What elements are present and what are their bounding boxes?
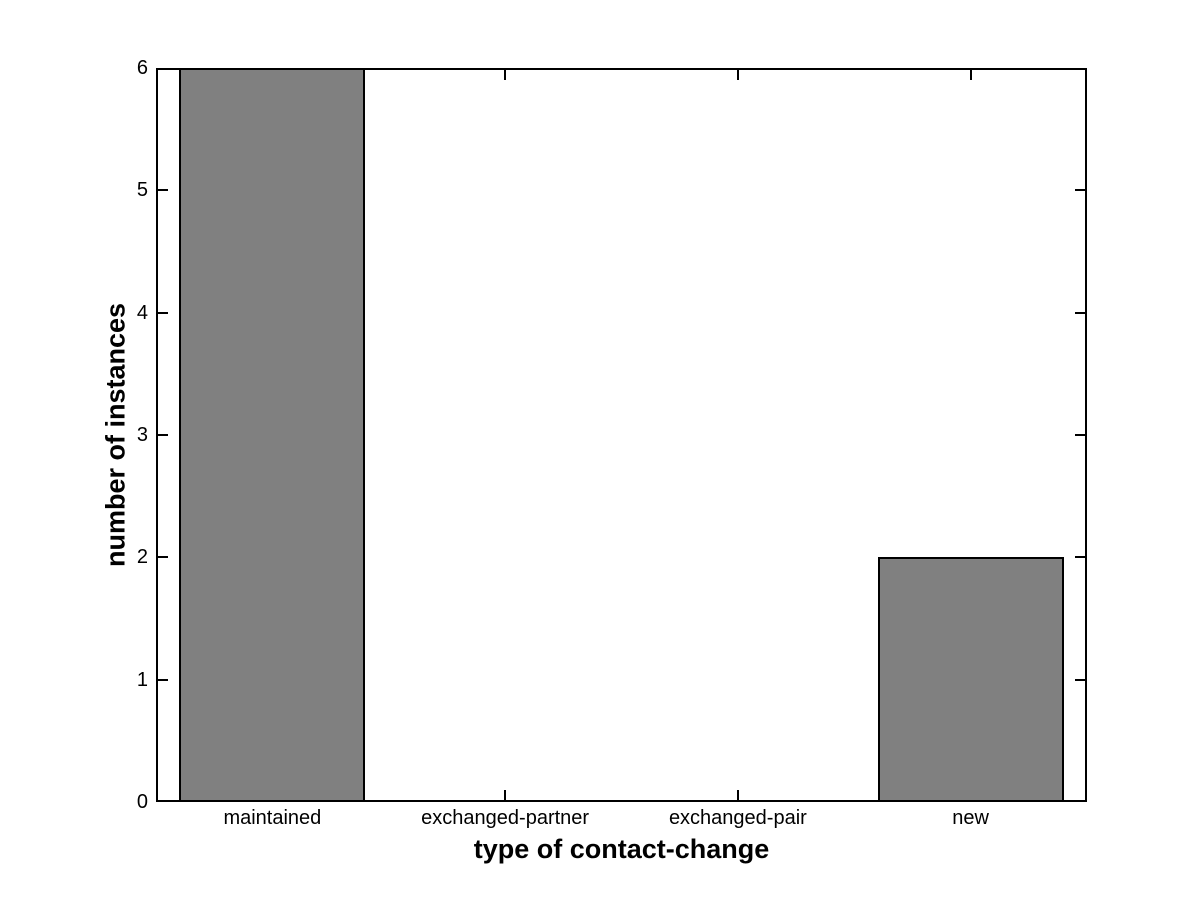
x-tick-label: new (952, 807, 989, 829)
y-tick-right (1075, 311, 1087, 314)
x-tick-top (736, 68, 739, 80)
y-tick-left (156, 556, 168, 559)
x-tick-bottom (736, 790, 739, 802)
x-tick-bottom (504, 790, 507, 802)
y-tick-left (156, 678, 168, 681)
y-tick-label: 3 (136, 424, 148, 446)
x-tick-label: maintained (223, 807, 322, 829)
y-tick-label: 5 (136, 179, 148, 202)
x-axis-label: type of contact-change (473, 834, 770, 864)
y-tick-label: 6 (136, 57, 148, 79)
y-tick-label: 1 (136, 668, 148, 691)
y-tick-label: 0 (136, 791, 148, 813)
y-tick-label: 4 (136, 301, 148, 324)
bar-new (877, 557, 1064, 802)
x-tick-top (504, 68, 507, 80)
x-tick-top (969, 68, 972, 80)
y-tick-label: 2 (136, 546, 148, 569)
bar-maintained (179, 68, 366, 802)
y-tick-right (1075, 678, 1087, 681)
y-tick-right (1075, 189, 1087, 192)
y-tick-right (1075, 434, 1087, 436)
y-tick-right (1075, 556, 1087, 559)
y-tick-left (156, 311, 168, 314)
y-tick-left (156, 189, 168, 192)
x-tick-label: exchanged-pair (668, 807, 807, 829)
y-tick-left (156, 434, 168, 436)
x-tick-label: exchanged-partner (421, 807, 590, 829)
y-axis-label-text: number of instances (100, 302, 131, 568)
